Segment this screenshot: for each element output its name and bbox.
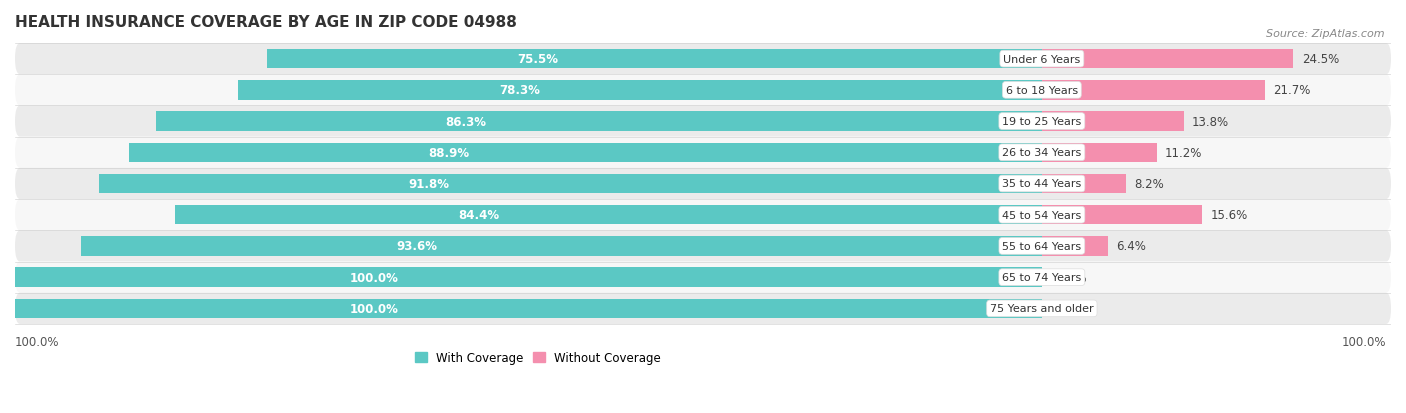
Text: 88.9%: 88.9% [427,147,470,159]
Bar [238,81,1042,100]
Text: 100.0%: 100.0% [1341,335,1386,348]
Bar [1042,112,1184,131]
FancyBboxPatch shape [15,169,1391,199]
Bar [1042,81,1264,100]
Legend: With Coverage, Without Coverage: With Coverage, Without Coverage [415,351,661,364]
Text: 91.8%: 91.8% [409,178,450,190]
Text: Under 6 Years: Under 6 Years [1004,55,1080,64]
FancyBboxPatch shape [15,44,1391,75]
Bar [1042,50,1294,69]
Text: 8.2%: 8.2% [1135,178,1164,190]
Bar [1042,237,1108,256]
Text: 84.4%: 84.4% [458,209,499,222]
Text: 75.5%: 75.5% [517,53,558,66]
Bar [1042,174,1126,194]
Text: 55 to 64 Years: 55 to 64 Years [1002,241,1081,252]
Text: 35 to 44 Years: 35 to 44 Years [1002,179,1081,189]
Text: 15.6%: 15.6% [1211,209,1247,222]
FancyBboxPatch shape [15,75,1391,106]
Bar [1042,143,1157,163]
Text: 13.8%: 13.8% [1192,115,1229,128]
Text: 93.6%: 93.6% [396,240,437,253]
FancyBboxPatch shape [15,199,1391,231]
Text: 100.0%: 100.0% [15,335,59,348]
Text: 11.2%: 11.2% [1166,147,1202,159]
Text: 75 Years and older: 75 Years and older [990,304,1094,313]
Bar [80,237,1042,256]
Bar [267,50,1042,69]
Text: Source: ZipAtlas.com: Source: ZipAtlas.com [1267,29,1385,39]
Text: 45 to 54 Years: 45 to 54 Years [1002,210,1081,220]
Bar [176,206,1042,225]
FancyBboxPatch shape [15,293,1391,324]
FancyBboxPatch shape [15,106,1391,138]
Bar [100,174,1042,194]
Bar [15,268,1042,287]
Bar [156,112,1042,131]
Text: 0.0%: 0.0% [1057,271,1087,284]
Text: 24.5%: 24.5% [1302,53,1339,66]
Text: 26 to 34 Years: 26 to 34 Years [1002,148,1081,158]
Text: 6 to 18 Years: 6 to 18 Years [1005,85,1078,95]
Bar [129,143,1042,163]
FancyBboxPatch shape [15,262,1391,293]
Text: 19 to 25 Years: 19 to 25 Years [1002,117,1081,127]
Text: 21.7%: 21.7% [1272,84,1310,97]
FancyBboxPatch shape [15,231,1391,262]
Text: 65 to 74 Years: 65 to 74 Years [1002,273,1081,282]
Text: 6.4%: 6.4% [1116,240,1146,253]
Text: HEALTH INSURANCE COVERAGE BY AGE IN ZIP CODE 04988: HEALTH INSURANCE COVERAGE BY AGE IN ZIP … [15,15,517,30]
FancyBboxPatch shape [15,138,1391,169]
Text: 100.0%: 100.0% [350,271,399,284]
Bar [15,299,1042,318]
Text: 86.3%: 86.3% [446,115,486,128]
Text: 0.0%: 0.0% [1057,302,1087,315]
Text: 100.0%: 100.0% [350,302,399,315]
Text: 78.3%: 78.3% [499,84,540,97]
Bar [1042,206,1202,225]
